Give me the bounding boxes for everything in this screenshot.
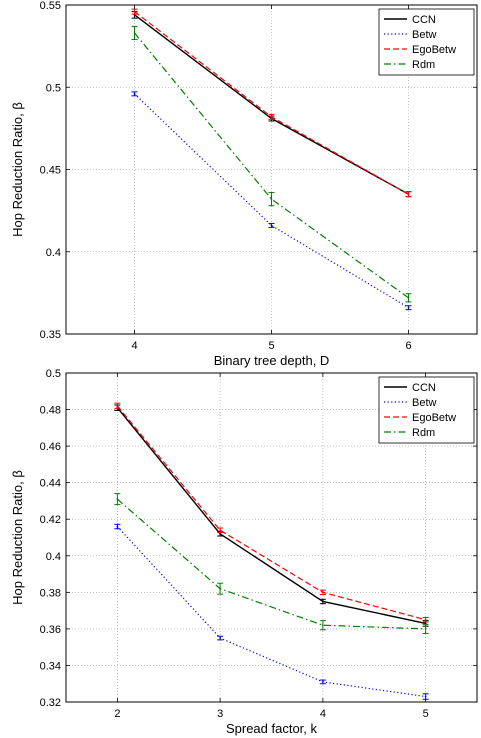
- x-tick-label: 5: [268, 340, 274, 352]
- legend-label-betw: Betw: [412, 397, 437, 409]
- chart-2: 2 3 4 5 0.32 0.34 0.36 0.38 0.4 0.42 0.44 0.46 0.48 0…: [10, 368, 478, 736]
- legend-label-ccn: CCN: [412, 14, 436, 26]
- x-tick-label: 4: [320, 708, 326, 720]
- data-point: [219, 587, 222, 590]
- series-egobetw: [131, 8, 412, 198]
- legend: CCN Betw EgoBetw Rdm: [378, 8, 475, 76]
- series-line: [116, 498, 426, 630]
- series-egobetw: [114, 402, 429, 623]
- x-tick-label: 2: [114, 708, 120, 720]
- y-tick-label: 0.5: [46, 368, 61, 380]
- y-tick-label: 0.45: [40, 165, 61, 177]
- data-point: [116, 405, 119, 407]
- legend-label-egobetw: EgoBetw: [412, 412, 456, 424]
- y-tick-label: 0.38: [40, 587, 61, 599]
- data-point: [424, 695, 427, 698]
- y-tick-label: 0.4: [46, 551, 61, 563]
- x-axis-label: Spread factor, k: [226, 721, 318, 736]
- data-point: [321, 680, 324, 683]
- data-point: [270, 115, 273, 118]
- chart-1: 4 5 6 0.35 0.4 0.45 0.5 0.55 Binary tree depth, …: [10, 0, 478, 368]
- legend: CCN Betw EgoBetw Rdm: [378, 376, 475, 444]
- data-point: [321, 591, 324, 594]
- y-tick-label: 0.34: [40, 660, 61, 672]
- axes-box: [65, 4, 478, 335]
- y-tick-label: 0.42: [40, 514, 61, 526]
- legend-label-egobetw: EgoBetw: [412, 44, 456, 56]
- x-tick-label: 4: [131, 340, 137, 352]
- series-line: [116, 526, 426, 698]
- series-betw: [114, 523, 429, 700]
- data-point: [321, 600, 324, 603]
- data-point: [116, 525, 119, 528]
- data-point: [219, 532, 222, 535]
- y-tick-label: 0.46: [40, 441, 61, 453]
- x-tick-label: 5: [423, 708, 429, 720]
- y-tick-label: 0.55: [40, 0, 61, 12]
- y-tick-label: 0.44: [40, 478, 61, 490]
- data-point: [407, 193, 410, 196]
- data-point: [321, 624, 324, 627]
- y-axis-label: Hop Reduction Ratio, β: [10, 102, 25, 237]
- series-rdm: [114, 493, 429, 634]
- series-rdm: [131, 25, 412, 303]
- y-tick-label: 0.35: [40, 329, 61, 341]
- legend-label-ccn: CCN: [412, 382, 436, 394]
- data-point: [407, 306, 410, 309]
- y-tick-label: 0.36: [40, 624, 61, 636]
- data-point: [219, 637, 222, 639]
- x-tick-label: 6: [405, 340, 411, 352]
- data-point: [424, 618, 427, 621]
- data-point: [270, 198, 273, 201]
- legend-label-rdm: Rdm: [412, 59, 435, 71]
- data-point: [407, 296, 410, 299]
- series-betw: [131, 91, 412, 311]
- y-tick-label: 0.4: [46, 247, 61, 259]
- legend-label-rdm: Rdm: [412, 427, 435, 439]
- data-point: [116, 498, 119, 501]
- x-axis-label: Binary tree depth, D: [214, 353, 330, 368]
- series-line: [116, 407, 426, 625]
- data-point: [219, 529, 222, 532]
- data-point: [424, 627, 427, 630]
- data-point: [270, 224, 273, 227]
- data-point: [133, 32, 136, 34]
- data-point: [133, 10, 136, 13]
- series-line: [116, 405, 426, 621]
- y-tick-label: 0.5: [46, 82, 61, 94]
- y-tick-label: 0.48: [40, 405, 61, 417]
- y-axis-label: Hop Reduction Ratio, β: [10, 470, 25, 605]
- data-point: [133, 92, 136, 95]
- x-tick-label: 3: [217, 708, 223, 720]
- y-tick-label: 0.32: [40, 697, 61, 709]
- legend-label-betw: Betw: [412, 29, 437, 41]
- axes-box: [65, 372, 478, 703]
